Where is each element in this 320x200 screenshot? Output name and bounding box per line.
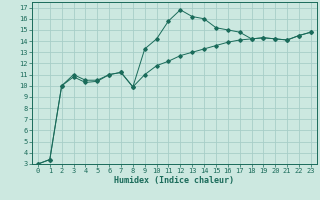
X-axis label: Humidex (Indice chaleur): Humidex (Indice chaleur) <box>115 176 234 185</box>
